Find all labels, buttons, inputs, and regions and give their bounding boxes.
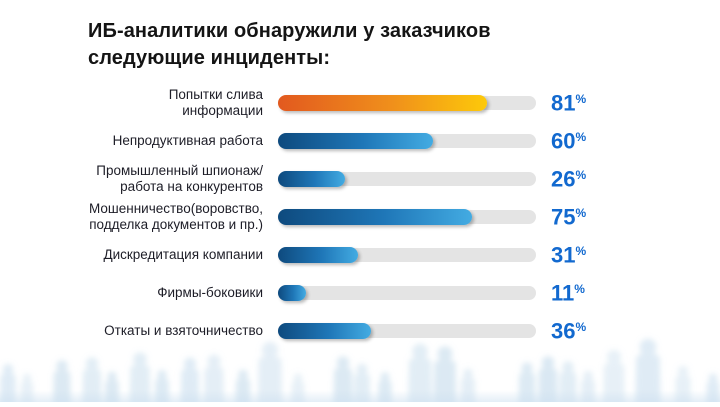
- bar-fill: [278, 95, 487, 111]
- chart-row: Попытки слива информации 81%: [0, 84, 720, 122]
- value-number: 81: [551, 90, 576, 116]
- chart-row: Откаты и взяточничество 36%: [0, 312, 720, 350]
- category-label: Промышленный шпионаж/ работа на конкурен…: [96, 163, 263, 194]
- category-label: Фирмы-боковики: [157, 285, 263, 301]
- percent-sign: %: [575, 129, 587, 144]
- bar-fill: [278, 171, 346, 187]
- category-label: Непродуктивная работа: [112, 133, 263, 149]
- category-label: Дискредитация компании: [103, 247, 263, 263]
- chart-row: Фирмы-боковики 11%: [0, 274, 720, 312]
- value-number: 11: [551, 280, 575, 306]
- category-label: Попытки слива информации: [168, 87, 263, 118]
- bar-fill: [278, 247, 358, 263]
- chart-row: Мошенничество(воровство, подделка докуме…: [0, 198, 720, 236]
- bar-track: [278, 95, 536, 111]
- chart-row: Непродуктивная работа 60%: [0, 122, 720, 160]
- value-number: 75: [551, 204, 576, 230]
- bar-chart: Попытки слива информации 81% Непродуктивна…: [0, 84, 720, 350]
- percent-sign: %: [575, 319, 587, 334]
- value-label: 26%: [551, 168, 586, 190]
- value-number: 26: [551, 166, 576, 192]
- bar-track: [278, 247, 536, 263]
- bar-fill: [278, 209, 472, 225]
- value-number: 31: [551, 242, 576, 268]
- percent-sign: %: [575, 167, 587, 182]
- bar-track: [278, 171, 536, 187]
- percent-sign: %: [574, 281, 585, 296]
- bar-track: [278, 133, 536, 149]
- chart-title: ИБ-аналитики обнаружили у заказчиков сле…: [88, 20, 491, 69]
- chart-row: Промышленный шпионаж/ работа на конкурен…: [0, 160, 720, 198]
- bar-track: [278, 209, 536, 225]
- value-label: 31%: [551, 244, 586, 266]
- bar-track: [278, 323, 536, 339]
- bottom-fade-decoration: [0, 390, 720, 402]
- value-number: 60: [551, 128, 576, 154]
- category-label: Мошенничество(воровство, подделка докуме…: [89, 201, 263, 232]
- category-label: Откаты и взяточничество: [104, 323, 263, 339]
- bar-fill: [278, 323, 371, 339]
- value-label: 36%: [551, 320, 586, 342]
- value-label: 11%: [551, 282, 585, 304]
- value-number: 36: [551, 318, 576, 344]
- bar-fill: [278, 285, 307, 301]
- chart-row: Дискредитация компании 31%: [0, 236, 720, 274]
- percent-sign: %: [575, 91, 587, 106]
- percent-sign: %: [575, 243, 587, 258]
- percent-sign: %: [575, 205, 587, 220]
- bar-fill: [278, 133, 433, 149]
- bar-track: [278, 285, 536, 301]
- value-label: 75%: [551, 206, 586, 228]
- value-label: 60%: [551, 130, 586, 152]
- value-label: 81%: [551, 92, 586, 114]
